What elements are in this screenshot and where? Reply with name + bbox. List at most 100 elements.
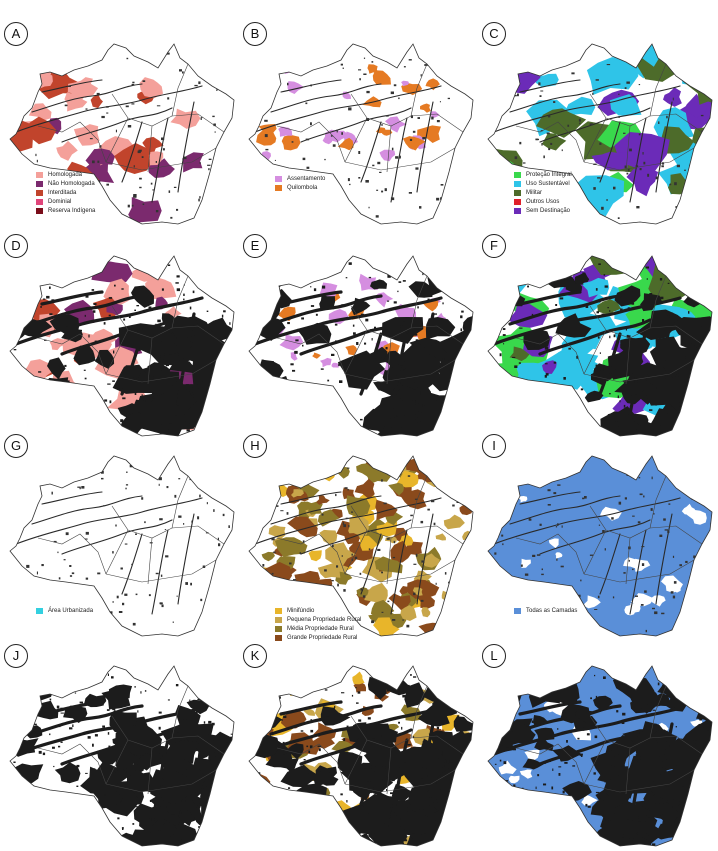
map-speck — [386, 789, 388, 791]
map-speck — [661, 162, 665, 165]
map-speck — [217, 573, 221, 575]
map-speck — [318, 748, 321, 752]
map-speck — [618, 116, 620, 118]
mask-area — [614, 285, 641, 307]
map-speck — [703, 588, 706, 591]
map-speck — [17, 226, 18, 227]
mask-area — [522, 758, 544, 770]
land-area — [457, 476, 470, 486]
map-speck — [287, 82, 289, 86]
map-speck — [561, 149, 563, 152]
map-speck — [514, 94, 517, 97]
state-border — [147, 125, 153, 173]
map-speck — [368, 779, 371, 782]
land-area — [294, 669, 311, 682]
map-speck — [365, 180, 369, 183]
river-line — [416, 101, 434, 193]
map-speck — [633, 429, 637, 431]
map-speck — [409, 138, 413, 141]
map-speck — [112, 601, 114, 603]
map-speck — [541, 57, 545, 61]
map-speck — [138, 149, 142, 152]
land-area — [352, 671, 365, 685]
map-speck — [631, 739, 635, 742]
map-speck — [425, 818, 428, 821]
map-speck — [456, 286, 458, 289]
map-speck — [457, 715, 459, 718]
state-border — [386, 747, 392, 795]
map-speck — [26, 319, 28, 322]
map-speck — [104, 399, 108, 402]
map-speck — [683, 70, 686, 73]
map-speck — [415, 167, 419, 170]
map-speck — [229, 417, 233, 421]
map-speck — [410, 848, 413, 849]
mask-area — [284, 743, 304, 760]
map-speck — [387, 675, 391, 678]
map-speck — [309, 388, 313, 391]
mask-area — [408, 784, 439, 811]
map-speck — [361, 360, 364, 364]
map-speck — [363, 356, 365, 360]
map-speck — [682, 785, 685, 787]
land-area — [345, 345, 357, 356]
river-line — [655, 513, 673, 605]
map-speck — [401, 666, 403, 669]
map-speck — [408, 192, 412, 194]
map-speck — [297, 602, 299, 604]
map-speck — [191, 520, 193, 523]
map-speck — [668, 503, 671, 505]
map-speck — [580, 283, 584, 285]
map-speck — [443, 263, 446, 266]
map-speck — [604, 285, 608, 288]
map-speck — [97, 187, 100, 190]
map-speck — [185, 582, 188, 585]
map-speck — [101, 704, 104, 706]
map-speck — [579, 754, 582, 756]
map-speck — [381, 611, 384, 613]
mask-area — [54, 797, 91, 826]
map-speck — [152, 397, 155, 399]
river-line — [300, 107, 412, 143]
state-border — [583, 529, 607, 575]
map-speck — [356, 342, 359, 345]
map-speck — [116, 595, 119, 599]
mask-area — [687, 405, 712, 430]
map-speck — [524, 412, 527, 415]
map-speck — [310, 122, 312, 126]
map-speck — [434, 429, 437, 432]
map-speck — [223, 310, 226, 313]
map-speck — [12, 217, 15, 220]
map-speck — [217, 537, 219, 541]
river-line — [628, 738, 648, 826]
map-speck — [134, 686, 136, 688]
map-speck — [305, 102, 308, 105]
legend-swatch — [514, 189, 521, 196]
map-speck — [285, 385, 290, 389]
river-line — [120, 742, 144, 806]
river-line — [30, 704, 144, 736]
map-speck — [52, 467, 55, 470]
river-line — [493, 85, 681, 133]
land-area — [644, 256, 682, 277]
map-speck — [217, 174, 220, 176]
map-speck — [340, 63, 343, 66]
map-speck — [69, 575, 73, 577]
map-speck — [20, 383, 22, 386]
map-speck — [576, 276, 579, 279]
map-speck — [689, 326, 691, 330]
map-speck — [183, 156, 187, 160]
map-speck — [67, 85, 71, 87]
map-speck — [534, 632, 537, 636]
map-speck — [588, 217, 591, 220]
mask-area — [49, 314, 80, 337]
mask-area — [210, 824, 231, 841]
map-speck — [46, 792, 48, 795]
map-speck — [178, 478, 181, 480]
mask-area — [202, 838, 220, 846]
map-speck — [275, 495, 279, 498]
map-speck — [62, 416, 64, 420]
river-line — [493, 497, 681, 545]
map-speck — [114, 430, 116, 433]
map-speck — [320, 219, 322, 223]
